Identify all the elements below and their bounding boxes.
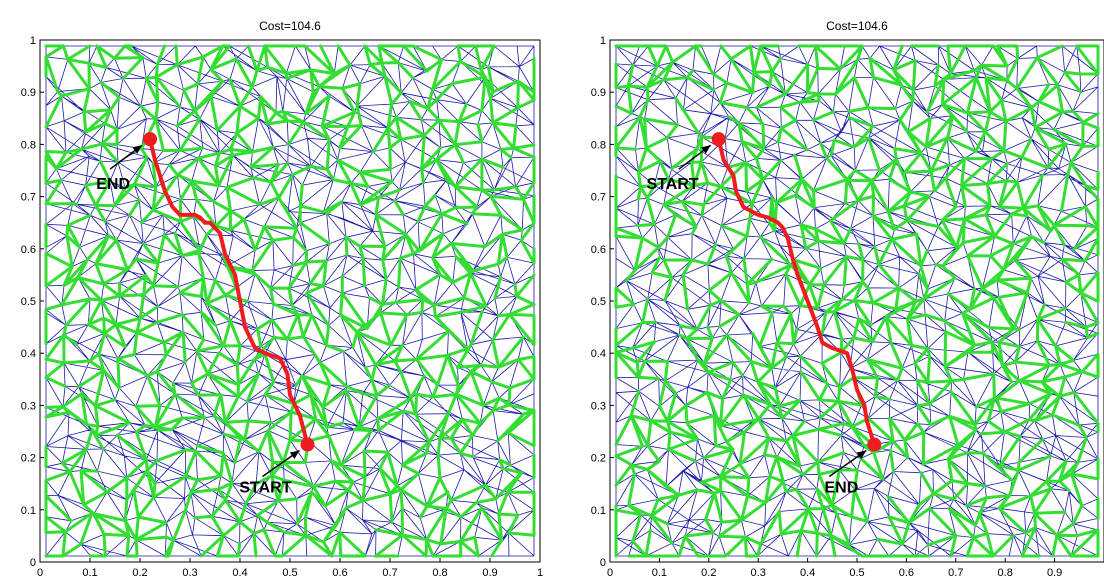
x-tick-label: 0.7 bbox=[382, 567, 397, 579]
y-tick-label: 0.6 bbox=[21, 244, 36, 256]
mesh-thick-edges bbox=[614, 44, 1100, 558]
shortest-path-line bbox=[148, 137, 310, 447]
x-tick-label: 0.2 bbox=[132, 567, 147, 579]
path-endpoint-start bbox=[711, 132, 726, 147]
y-tick-label: 1 bbox=[600, 35, 606, 47]
mesh-thick-path bbox=[44, 44, 536, 558]
x-tick-label: 0.2 bbox=[701, 567, 716, 579]
marker-arrow-head bbox=[132, 145, 142, 154]
x-tick-label: 0.7 bbox=[948, 567, 963, 579]
marker-label-start: START bbox=[647, 176, 699, 193]
x-tick-label: 0.6 bbox=[899, 567, 914, 579]
y-tick-label: 1 bbox=[30, 35, 36, 47]
mesh bbox=[44, 44, 536, 558]
mesh-thin-edges bbox=[615, 45, 1099, 557]
path-endpoint-end bbox=[867, 437, 882, 452]
shortest-path-line bbox=[716, 137, 877, 447]
y-tick-label: 0.9 bbox=[591, 87, 606, 99]
x-tick-label: 0.5 bbox=[849, 567, 864, 579]
x-tick-label: 0.4 bbox=[232, 567, 247, 579]
x-tick-label: 0.1 bbox=[82, 567, 97, 579]
mesh-thin-path bbox=[45, 45, 535, 557]
marker-label-end: END bbox=[96, 176, 130, 193]
y-tick-label: 0.2 bbox=[21, 453, 36, 465]
marker-arrow-head bbox=[856, 450, 867, 459]
y-tick-label: 0.7 bbox=[21, 192, 36, 204]
y-tick-label: 0.5 bbox=[21, 296, 36, 308]
y-tick-label: 0 bbox=[600, 557, 606, 569]
marker-arrow-head bbox=[289, 450, 300, 459]
x-tick-label: 0.3 bbox=[751, 567, 766, 579]
y-tick-label: 0.3 bbox=[591, 400, 606, 412]
marker-label-end: END bbox=[825, 480, 859, 497]
x-tick-label: 0.8 bbox=[432, 567, 447, 579]
x-tick-label: 0.6 bbox=[332, 567, 347, 579]
y-tick-label: 0.6 bbox=[591, 244, 606, 256]
y-tick-label: 0.1 bbox=[591, 505, 606, 517]
path-endpoint-start bbox=[300, 437, 315, 452]
marker-arrow-head bbox=[701, 145, 711, 154]
chart-title: Cost=104.6 bbox=[826, 19, 888, 33]
y-tick-label: 0.7 bbox=[591, 192, 606, 204]
x-tick-label: 1 bbox=[537, 567, 543, 579]
x-tick-label: 0.3 bbox=[182, 567, 197, 579]
y-tick-label: 0.3 bbox=[21, 400, 36, 412]
y-tick-label: 0.4 bbox=[21, 348, 36, 360]
x-tick-label: 0.5 bbox=[282, 567, 297, 579]
chart-title: Cost=104.6 bbox=[259, 19, 321, 33]
x-tick-label: 0 bbox=[607, 567, 613, 579]
x-tick-label: 0.1 bbox=[652, 567, 667, 579]
y-tick-label: 0.1 bbox=[21, 505, 36, 517]
chart-panel-1: Cost=104.6 0 0.1 0.2 0.3 0.4 0.5 0.6 0.7 0.8 0.9 1 0… bbox=[21, 19, 543, 579]
mesh-thin-edges bbox=[45, 45, 535, 557]
y-tick-label: 0.4 bbox=[591, 348, 606, 360]
x-tick-label: 0.8 bbox=[998, 567, 1013, 579]
path-endpoint-end bbox=[143, 132, 157, 147]
x-tick-label: 0.9 bbox=[1047, 567, 1062, 579]
y-tick-label: 0.8 bbox=[21, 139, 36, 151]
y-tick-label: 0.5 bbox=[591, 296, 606, 308]
mesh-thick-path bbox=[614, 44, 1100, 558]
mesh-thin-path bbox=[615, 45, 1099, 557]
y-tick-label: 0.9 bbox=[21, 87, 36, 99]
mesh bbox=[614, 44, 1100, 558]
x-tick-label: 0.4 bbox=[800, 567, 815, 579]
x-tick-label: 0 bbox=[37, 567, 43, 579]
mesh-thick-edges bbox=[44, 44, 536, 558]
y-tick-label: 0.2 bbox=[591, 453, 606, 465]
marker-label-start: START bbox=[239, 480, 291, 497]
y-tick-label: 0.8 bbox=[591, 139, 606, 151]
chart-panel-2: Cost=104.6 0 0.1 0.2 0.3 0.4 0.5 0.6 0.7 0.8 0.9 0 0… bbox=[591, 19, 1104, 579]
y-tick-label: 0 bbox=[30, 557, 36, 569]
x-tick-label: 0.9 bbox=[482, 567, 497, 579]
